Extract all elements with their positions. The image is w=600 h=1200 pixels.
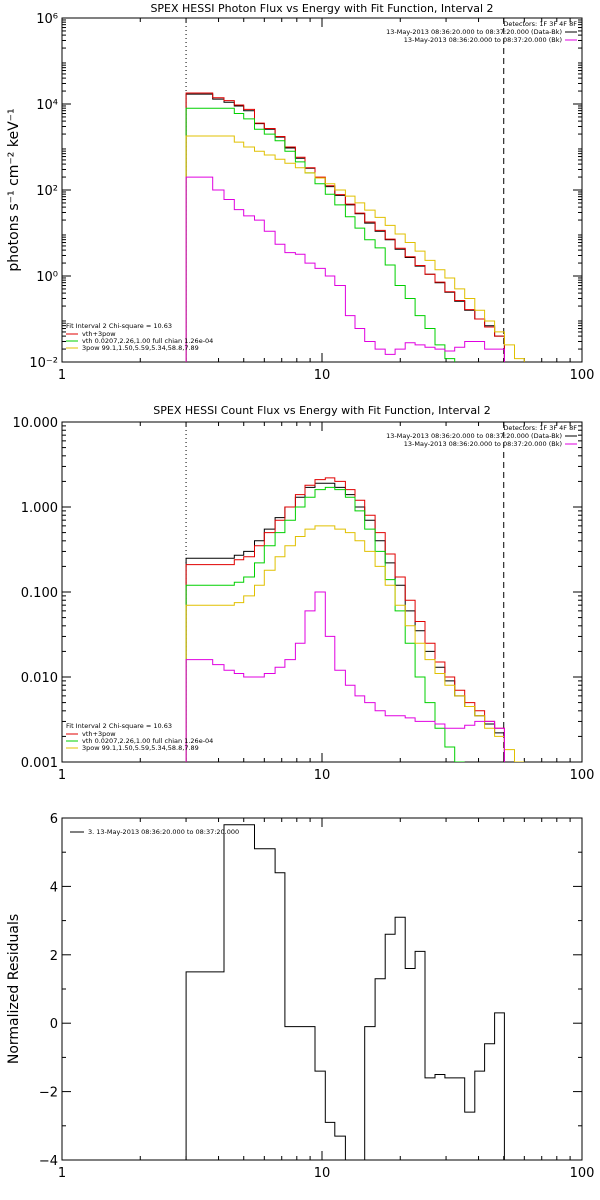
series-line-magenta (185, 591, 505, 762)
series-group (185, 92, 525, 362)
x-tick-label: 100 (570, 368, 595, 383)
y-tick-label: 10² (36, 184, 58, 199)
y-tick-label: 0.010 (21, 671, 58, 686)
legend-top-title: Detectors: 1F 3F 4F 8F (503, 20, 577, 28)
series-line-green (185, 107, 456, 362)
chart-panel-3: 1 10 100 −4 −2 0 2 4 6 Normalized Residuals 3. 13-… (6, 812, 594, 1181)
series-line-black (185, 93, 505, 362)
legend-top-label: 13-May-2013 08:36:20.000 to 08:37:20.000… (386, 432, 562, 440)
y-axis-label: photons s⁻¹ cm⁻² keV⁻¹ (6, 108, 22, 271)
x-tick-label: 1 (58, 1166, 66, 1181)
series-line-black (185, 824, 505, 1160)
x-tick-label: 10 (314, 1166, 331, 1181)
x-tick-label: 1 (58, 368, 66, 383)
y-tick-label: 10⁻² (29, 356, 58, 371)
series-line-green (185, 486, 465, 762)
legend-bottom-title: Fit Interval 2 Chi-square = 10.63 (66, 722, 172, 730)
y-tick-label: 0.001 (21, 756, 58, 771)
legend-bottom-label: vth 0.0207,2.26,1.00 full chian 1.26e-04 (82, 337, 213, 345)
y-tick-label: 4 (50, 880, 58, 895)
chart-title: SPEX HESSI Photon Flux vs Energy with Fi… (150, 2, 493, 15)
y-tick-label: 10.000 (13, 416, 59, 431)
series-line-red (185, 92, 505, 362)
y-tick-label: 2 (50, 949, 58, 964)
legend-top-label: 13-May-2013 08:36:20.000 to 08:37:20.000… (404, 36, 562, 44)
series-line-yellow (185, 135, 525, 362)
chart-title: SPEX HESSI Count Flux vs Energy with Fit… (153, 404, 490, 417)
legend-bottom-label: vth 0.0207,2.26,1.00 full chian 1.26e-04 (82, 737, 213, 745)
y-tick-label: 6 (50, 812, 58, 827)
y-tick-label: 10⁰ (36, 270, 58, 285)
y-tick-label: 0.100 (21, 586, 58, 601)
legend-top-title: Detectors: 1F 3F 4F 8F (503, 424, 577, 432)
legend-top-label: 13-May-2013 08:36:20.000 to 08:37:20.000… (404, 440, 562, 448)
legend-bottom-label: 3pow 99.1,1.50,5.59,5.34,58.8,7.89 (82, 344, 199, 352)
legend-bottom-label: vth+3pow (82, 330, 116, 338)
x-tick-label: 10 (314, 768, 331, 783)
x-tick-label: 1 (58, 768, 66, 783)
x-tick-label: 10 (314, 368, 331, 383)
x-tick-label: 100 (570, 768, 595, 783)
y-tick-label: −2 (39, 1086, 58, 1101)
legend-bottom-label: vth+3pow (82, 730, 116, 738)
legend-top-label: 3. 13-May-2013 08:36:20.000 to 08:37:20.… (88, 828, 239, 836)
y-tick-label: 10⁶ (36, 12, 58, 27)
series-line-yellow (185, 525, 525, 762)
y-tick-label: 1.000 (21, 501, 58, 516)
series-group (185, 824, 505, 1160)
series-line-red (185, 477, 505, 762)
chart-panel-1: SPEX HESSI Photon Flux vs Energy with Fi… (6, 2, 594, 383)
legend-bottom-title: Fit Interval 2 Chi-square = 10.63 (66, 322, 172, 330)
series-line-black (185, 482, 505, 762)
y-tick-label: 0 (50, 1017, 58, 1032)
series-line-magenta (185, 176, 505, 362)
chart-panel-2: SPEX HESSI Count Flux vs Energy with Fit… (13, 404, 595, 783)
series-group (185, 477, 525, 762)
y-tick-label: 10⁴ (36, 98, 58, 113)
x-tick-label: 100 (570, 1166, 595, 1181)
legend-top-label: 13-May-2013 08:36:20.000 to 08:37:20.000… (386, 28, 562, 36)
y-axis-label: Normalized Residuals (6, 914, 22, 1064)
y-tick-label: −4 (39, 1154, 58, 1169)
legend-bottom-label: 3pow 99.1,1.50,5.59,5.34,58.8,7.89 (82, 744, 199, 752)
